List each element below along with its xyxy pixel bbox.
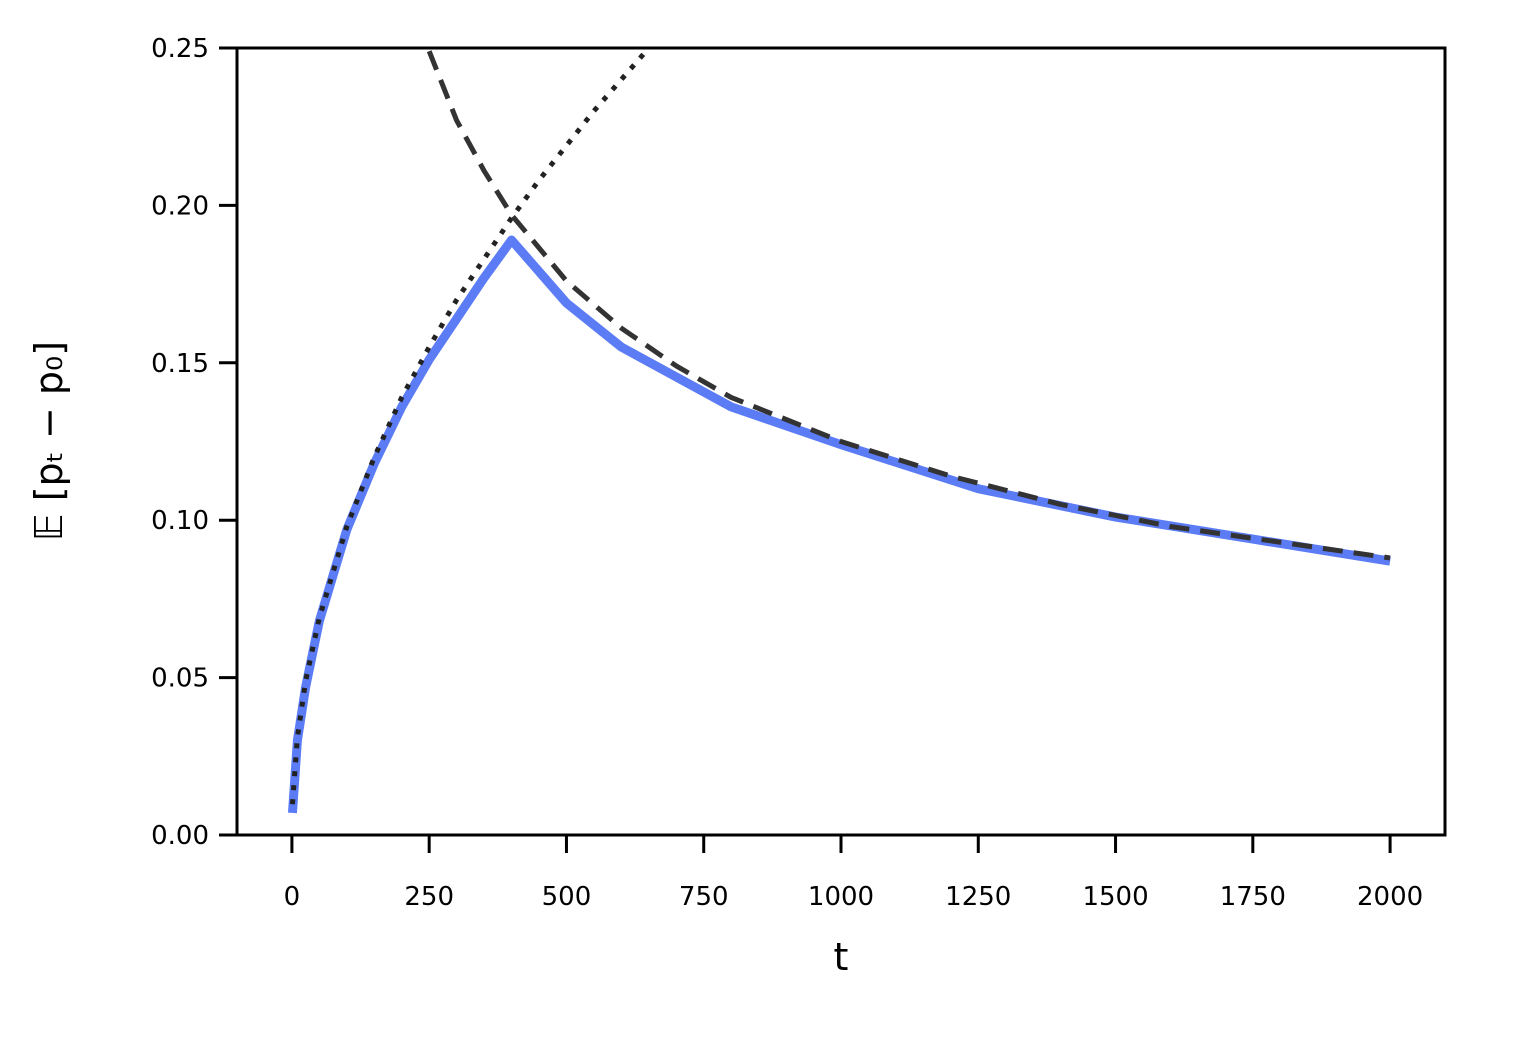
y-tick-label: 0.20 <box>151 191 209 221</box>
y-tick-label: 0.25 <box>151 34 209 64</box>
x-axis-label: t <box>834 935 849 979</box>
x-tick-label: 250 <box>404 882 454 912</box>
y-tick-label: 0.00 <box>151 821 209 851</box>
y-axis-label: 𝔼 [pₜ − p₀] <box>27 341 71 541</box>
y-tick-label: 0.15 <box>151 349 209 379</box>
x-tick-label: 1750 <box>1220 882 1286 912</box>
x-tick-label: 0 <box>284 882 301 912</box>
x-tick-label: 1250 <box>945 882 1011 912</box>
x-tick-label: 500 <box>542 882 592 912</box>
x-tick-label: 1500 <box>1082 882 1148 912</box>
line-dotted <box>289 48 651 805</box>
line-dashed <box>426 50 1391 561</box>
line-solid <box>287 235 1391 814</box>
x-tick-label: 1000 <box>808 882 874 912</box>
x-tick-label: 2000 <box>1357 882 1423 912</box>
plot-lines <box>287 48 1391 814</box>
y-tick-label: 0.10 <box>151 506 209 536</box>
x-tick-label: 750 <box>679 882 729 912</box>
y-tick-label: 0.05 <box>151 664 209 694</box>
